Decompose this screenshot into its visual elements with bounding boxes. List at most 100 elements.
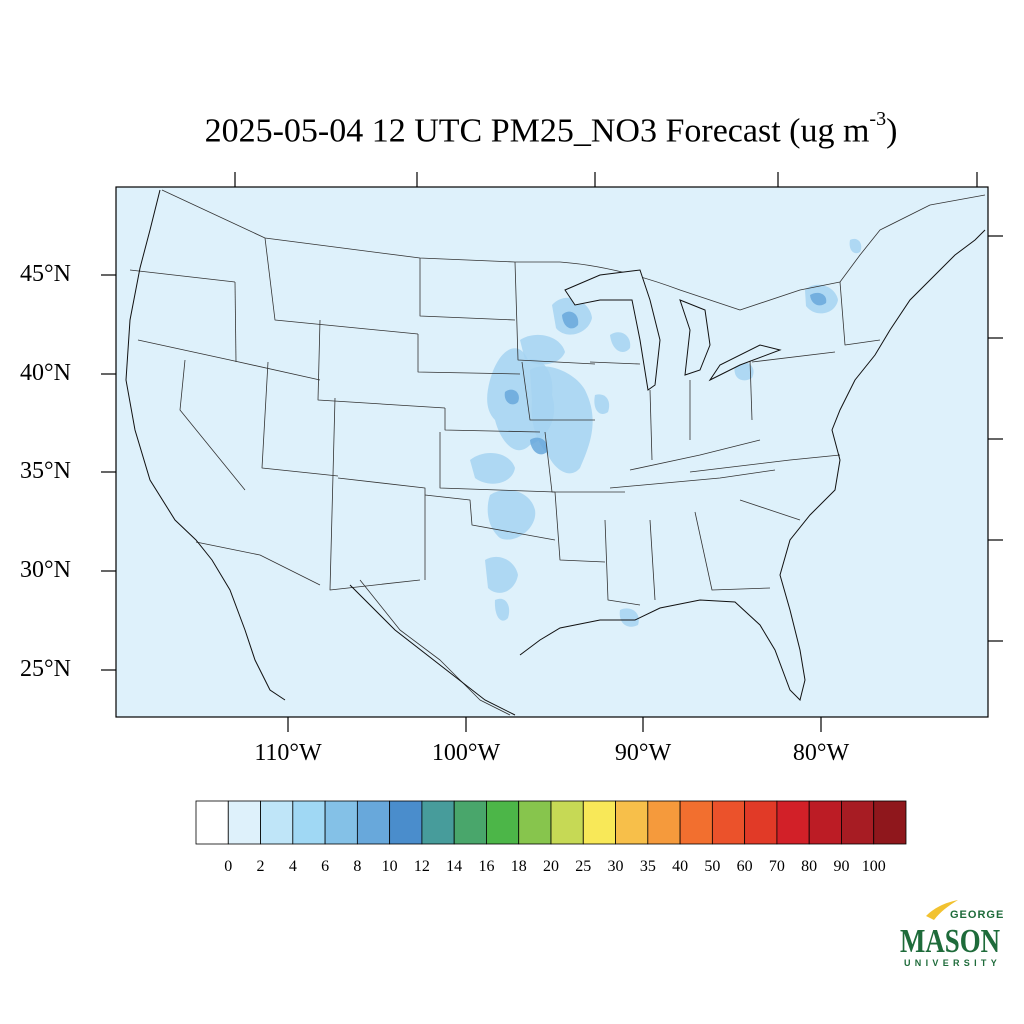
plume-illinois <box>594 394 610 415</box>
line-ar-la <box>554 491 606 563</box>
line-mo-ar <box>544 431 625 493</box>
line-ks-ok <box>439 432 556 493</box>
lat-label-40: 40°N <box>20 360 71 386</box>
colorbar-tick-label: 0 <box>224 858 233 875</box>
line-nv-ut <box>179 359 246 491</box>
colorbar-tick-label: 35 <box>639 858 656 875</box>
colorbar-tick-label: 16 <box>478 858 495 875</box>
line-al-ga <box>694 511 771 591</box>
line-or-ca <box>137 339 321 381</box>
colorbar-swatch <box>873 800 907 845</box>
line-mn-ia <box>514 261 596 365</box>
plume-texas-south <box>494 598 510 621</box>
logo-swoosh-icon <box>926 900 958 920</box>
line-ne-ks <box>444 408 541 433</box>
colorbar-swatch <box>227 800 261 845</box>
line-new-england <box>839 281 881 346</box>
map-frame <box>115 186 989 718</box>
state-boundaries <box>129 189 986 716</box>
colorbar <box>195 800 907 845</box>
line-az-nm <box>329 397 421 591</box>
colorbar-swatch <box>486 800 520 845</box>
colorbar-tick-label: 6 <box>321 858 330 875</box>
george-mason-logo: GEORGE MASON UNIVERSITY <box>900 900 1004 968</box>
lat-label-25: 25°N <box>20 656 71 682</box>
colorbar-tick-label: 4 <box>288 858 297 875</box>
great-lakes <box>564 269 782 391</box>
colorbar-tick-label: 20 <box>543 858 559 875</box>
line-id <box>234 281 237 363</box>
lon-label-90w: 90°W <box>614 740 672 766</box>
line-wi-il <box>589 361 641 365</box>
colorbar-swatch <box>776 800 810 845</box>
plume-gulf <box>619 608 639 627</box>
line-ms-al <box>649 519 656 601</box>
logo-line2: MASON <box>900 923 1000 960</box>
line-va-nc <box>689 454 841 473</box>
colorbar-swatch <box>647 800 681 845</box>
logo-line1: GEORGE <box>950 909 1004 921</box>
colorbar-swatch <box>389 800 423 845</box>
hotspot-missouri <box>530 437 548 455</box>
colorbar-tick-label: 25 <box>575 858 592 875</box>
line-wa-or <box>129 269 236 283</box>
lat-label-35: 35°N <box>20 458 71 484</box>
colorbar-tick-label: 90 <box>833 858 850 875</box>
line-tn <box>609 469 776 489</box>
line-oh-pa <box>749 359 753 421</box>
colorbar-swatch <box>841 800 875 845</box>
title-close-paren: ) <box>886 112 898 150</box>
plume-texas <box>485 556 518 593</box>
plume-ohio-valley <box>734 362 754 381</box>
colorbar-swatch <box>421 800 455 845</box>
colorbar-swatch <box>808 800 842 845</box>
plume-oklahoma <box>487 490 536 540</box>
line-sd-ne <box>417 334 521 375</box>
colorbar-swatch <box>550 800 584 845</box>
northeast-border <box>559 194 986 311</box>
line-ut-az <box>261 361 339 477</box>
line-la-ms <box>604 519 641 606</box>
line-ok-tx <box>424 494 556 541</box>
colorbar-tick-label: 12 <box>413 858 430 875</box>
colorbar-tick-label: 40 <box>672 858 689 875</box>
colorbar-swatch <box>744 800 778 845</box>
plume-michigan <box>610 332 631 352</box>
colorbar-swatch <box>260 800 294 845</box>
colorbar-swatch <box>679 800 713 845</box>
title-exponent: -3 <box>869 108 887 130</box>
left-tick-marks <box>101 274 116 671</box>
colorbar-swatch <box>453 800 487 845</box>
bottom-tick-marks <box>287 717 822 732</box>
concentration-hotspots <box>504 292 827 455</box>
lon-label-110w: 110°W <box>254 740 322 766</box>
colorbar-swatch <box>615 800 649 845</box>
top-tick-marks <box>234 172 978 187</box>
colorbar-tick-label: 70 <box>768 858 785 875</box>
right-tick-marks <box>988 235 1003 642</box>
plume-iowa <box>520 334 565 365</box>
plume-kansas <box>470 453 515 484</box>
title-text: 2025-05-04 12 UTC PM25_NO3 Forecast (ug … <box>204 112 870 150</box>
colorbar-tick-label: 100 <box>861 858 886 875</box>
colorbar-tick-label: 14 <box>446 858 463 875</box>
line-il-in <box>649 389 653 461</box>
colorbar-swatch <box>711 800 746 845</box>
line-ca-mx <box>195 541 321 586</box>
line-co-nm <box>337 477 426 580</box>
lat-label-30: 30°N <box>20 557 71 583</box>
line-pa-ny <box>751 351 836 363</box>
coastline <box>125 189 986 716</box>
line-sc-ga <box>739 499 801 521</box>
colorbar-swatch <box>582 800 616 845</box>
logo-line3: UNIVERSITY <box>904 958 1001 968</box>
hotspot-new-york <box>810 292 827 306</box>
colorbar-tick-label: 80 <box>801 858 818 875</box>
lon-label-100w: 100°W <box>431 740 501 766</box>
line-tx-mx <box>359 579 511 716</box>
line-wy-co <box>317 319 446 409</box>
colorbar-swatch <box>292 800 326 845</box>
colorbar-tick-label: 18 <box>510 858 527 875</box>
colorbar-tick-label: 50 <box>704 858 721 875</box>
